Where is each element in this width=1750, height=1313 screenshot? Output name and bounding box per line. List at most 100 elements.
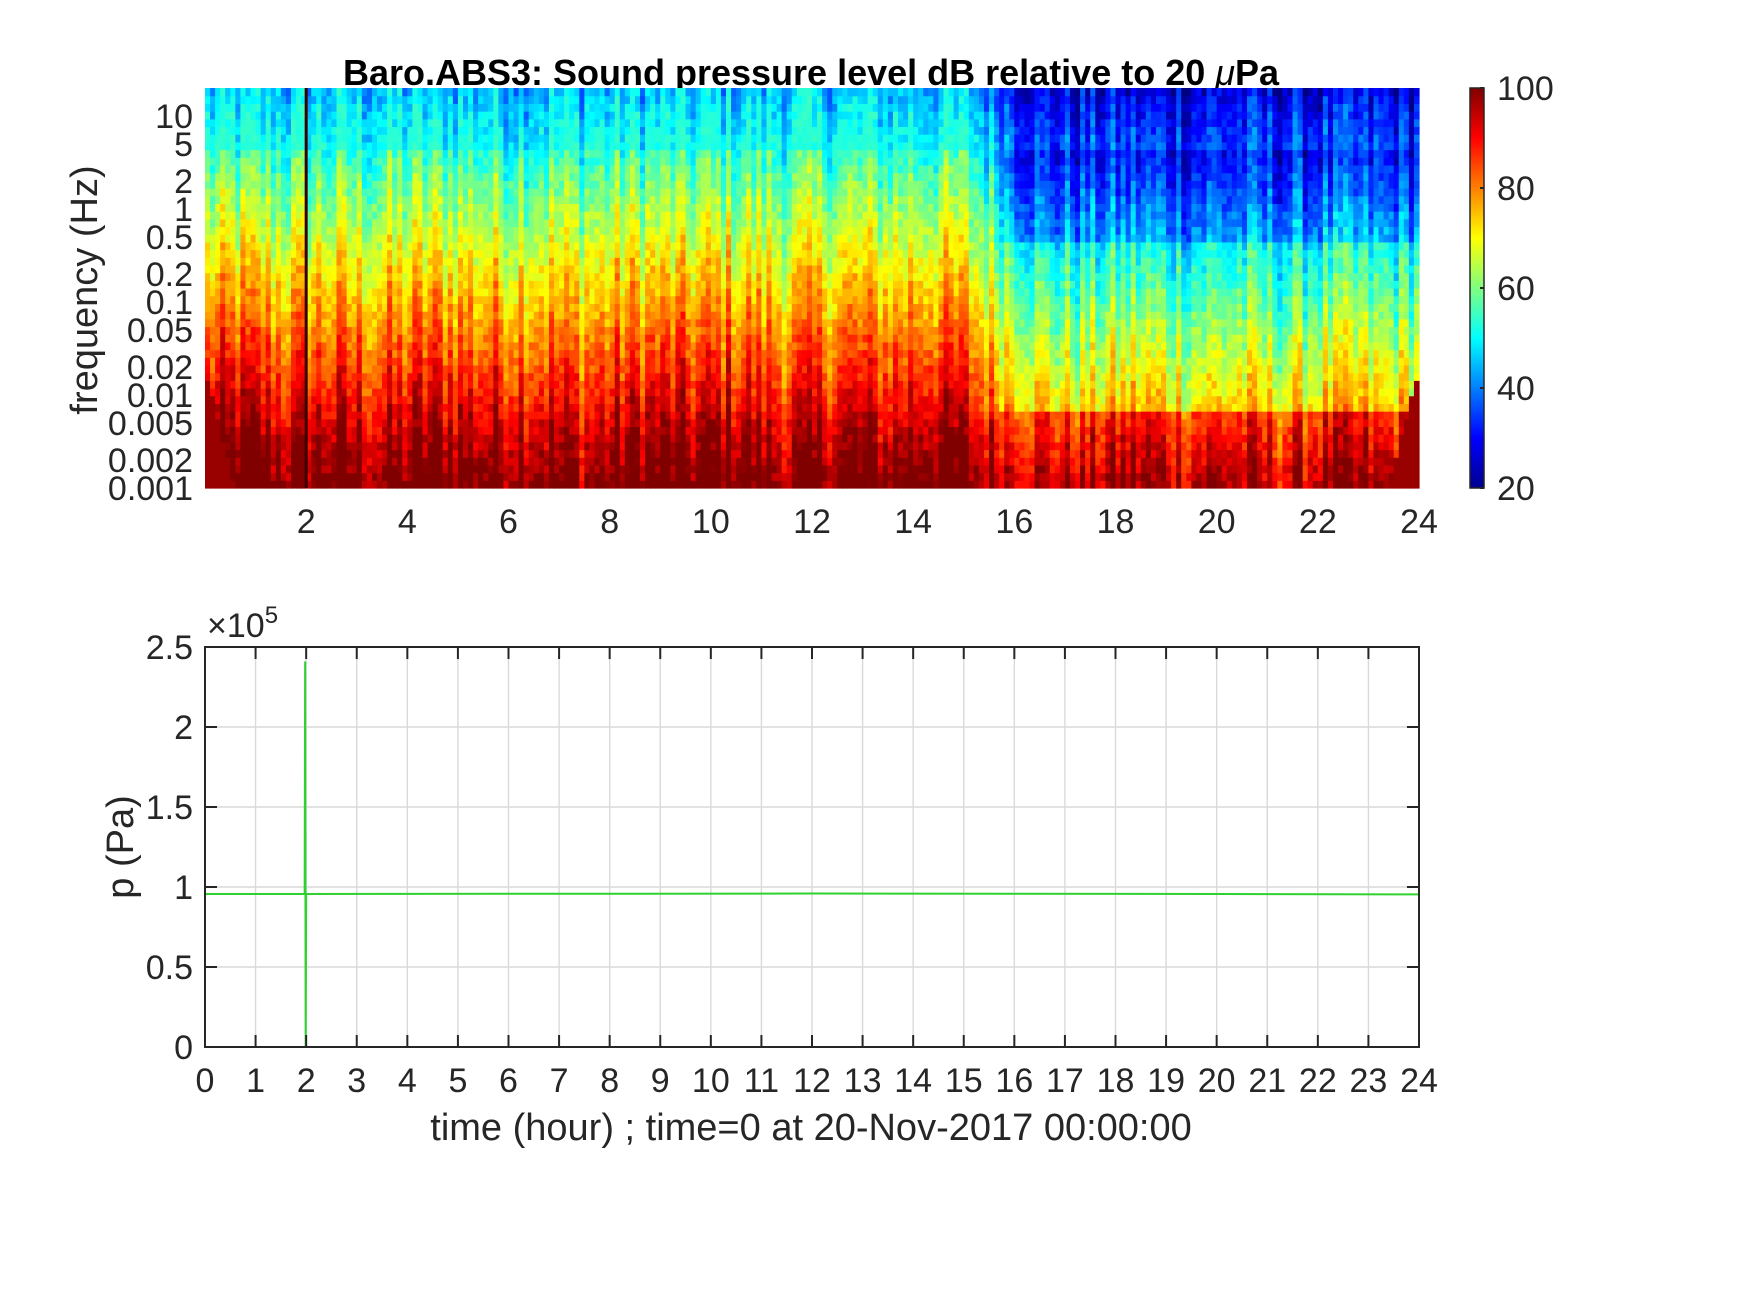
heatmap-cell (336, 211, 343, 220)
heatmap-cell (437, 180, 444, 189)
heatmap-cell (376, 318, 383, 328)
heatmap-cell (543, 418, 550, 428)
heatmap-cell (326, 480, 333, 489)
heatmap-cell (250, 318, 257, 328)
heatmap-cell (508, 257, 515, 266)
heatmap-cell (559, 318, 565, 328)
heatmap-cell (548, 280, 555, 289)
heatmap-cell (498, 172, 505, 181)
heatmap-cell (407, 241, 413, 251)
heatmap-cell (609, 380, 616, 389)
heatmap-cell (250, 411, 257, 420)
heatmap-cell (382, 180, 388, 189)
heatmap-cell (574, 480, 580, 489)
heatmap-cell (483, 364, 489, 374)
heatmap-cell (604, 103, 611, 112)
heatmap-cell (579, 149, 585, 158)
heatmap-cell (660, 172, 666, 181)
heatmap-cell (376, 203, 383, 212)
heatmap-cell (488, 480, 494, 489)
heatmap-cell (513, 403, 520, 412)
heatmap-cell (629, 449, 636, 458)
heatmap-cell (579, 403, 585, 412)
heatmap-cell (351, 380, 358, 389)
heatmap-cell (437, 134, 444, 143)
heatmap-cell (371, 218, 378, 228)
heatmap-cell (437, 157, 444, 166)
heatmap-cell (574, 411, 580, 420)
heatmap-cell (624, 457, 631, 466)
heatmap-cell (665, 249, 671, 258)
heatmap-cell (331, 334, 338, 343)
heatmap-cell (265, 395, 272, 404)
heatmap-cell (225, 295, 231, 304)
heatmap-cell (579, 188, 585, 197)
heatmap-cell (351, 364, 358, 374)
heatmap-cell (376, 303, 383, 312)
heatmap-cell (624, 395, 631, 404)
heatmap-cell (478, 264, 484, 274)
heatmap-cell (508, 364, 515, 374)
heatmap-cell (240, 257, 247, 266)
heatmap-cell (457, 118, 464, 128)
heatmap-cell (417, 480, 424, 489)
heatmap-cell (584, 234, 591, 243)
heatmap-cell (488, 88, 494, 97)
heatmap-cell (452, 472, 459, 481)
heatmap-cell (432, 157, 439, 166)
heatmap-cell (468, 257, 474, 266)
heatmap-cell (311, 341, 317, 351)
heatmap-cell (351, 111, 358, 120)
heatmap-cell (210, 126, 216, 135)
heatmap-cell (275, 364, 282, 374)
heatmap-cell (210, 295, 216, 304)
heatmap-cell (422, 303, 429, 312)
heatmap-cell (270, 418, 277, 428)
heatmap-cell (513, 326, 520, 335)
heatmap-cell (655, 303, 661, 312)
heatmap-cell (235, 118, 242, 128)
heatmap-cell (316, 172, 322, 181)
heatmap-cell (371, 188, 378, 197)
heatmap-cell (447, 211, 454, 220)
heatmap-cell (498, 272, 505, 281)
heatmap-cell (508, 349, 515, 358)
heatmap-cell (473, 357, 479, 366)
heatmap-cell (543, 280, 550, 289)
heatmap-cell (376, 441, 383, 451)
heatmap-cell (655, 264, 661, 274)
heatmap-cell (645, 103, 651, 112)
heatmap-cell (533, 280, 540, 289)
heatmap-cell (427, 295, 434, 304)
heatmap-cell (584, 464, 591, 474)
heatmap-cell (240, 272, 247, 281)
heatmap-cell (564, 157, 570, 166)
heatmap-cell (255, 249, 262, 258)
heatmap-cell (296, 288, 302, 297)
heatmap-cell (498, 218, 505, 228)
heatmap-cell (554, 288, 560, 297)
heatmap-cell (280, 295, 287, 304)
heatmap-cell (523, 311, 530, 320)
heatmap-cell (513, 241, 520, 251)
heatmap-cell (382, 395, 388, 404)
heatmap-cell (210, 464, 216, 474)
heatmap-cell (356, 280, 363, 289)
heatmap-cell (640, 349, 646, 358)
heatmap-cell (655, 326, 661, 335)
heatmap-cell (392, 226, 398, 235)
heatmap-cell (296, 111, 302, 120)
heatmap-cell (290, 303, 297, 312)
heatmap-cell (559, 141, 565, 151)
heatmap-cell (397, 295, 403, 304)
heatmap-cell (508, 95, 515, 104)
heatmap-cell (230, 241, 236, 251)
heatmap-cell (538, 349, 545, 358)
heatmap-cell (488, 395, 494, 404)
heatmap-cell (574, 134, 580, 143)
heatmap-cell (296, 103, 302, 112)
heatmap-cell (240, 357, 247, 366)
heatmap-cell (275, 311, 282, 320)
heatmap-cell (260, 472, 267, 481)
heatmap-cell (528, 88, 535, 97)
